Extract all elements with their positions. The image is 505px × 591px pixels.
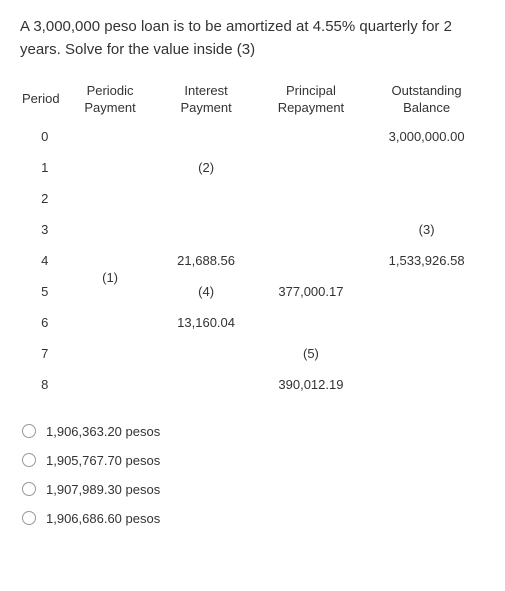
radio-icon[interactable] [22, 424, 36, 438]
cell-principal-repayment [254, 121, 369, 152]
cell-interest-payment: 13,160.04 [159, 307, 254, 338]
cell-interest-payment [159, 369, 254, 400]
cell-interest-payment [159, 183, 254, 214]
cell-period: 3 [20, 214, 62, 245]
question-text: A 3,000,000 peso loan is to be amortized… [20, 16, 485, 61]
radio-icon[interactable] [22, 453, 36, 467]
cell-outstanding-balance [368, 369, 485, 400]
option-label: 1,906,363.20 pesos [46, 424, 160, 439]
cell-period: 1 [20, 152, 62, 183]
table-row: 2 [20, 183, 485, 214]
cell-principal-repayment: 377,000.17 [254, 276, 369, 307]
cell-principal-repayment: (5) [254, 338, 369, 369]
cell-periodic-payment [62, 338, 159, 369]
table-row: 8 390,012.19 [20, 369, 485, 400]
cell-period: 2 [20, 183, 62, 214]
cell-principal-repayment: 390,012.19 [254, 369, 369, 400]
cell-outstanding-balance [368, 183, 485, 214]
cell-period: 5 [20, 276, 62, 307]
header-outstanding-balance: Outstanding Balance [368, 79, 485, 121]
cell-period: 6 [20, 307, 62, 338]
table-row: 5(1)(4)377,000.17 [20, 276, 485, 307]
cell-principal-repayment [254, 245, 369, 276]
cell-outstanding-balance [368, 338, 485, 369]
cell-periodic-payment [62, 183, 159, 214]
table-row: 0 3,000,000.00 [20, 121, 485, 152]
cell-principal-repayment [254, 152, 369, 183]
cell-principal-repayment [254, 214, 369, 245]
cell-periodic-payment [62, 214, 159, 245]
amortization-table: Period Periodic Payment Interest Payment… [20, 79, 485, 400]
answer-option[interactable]: 1,907,989.30 pesos [22, 482, 485, 497]
cell-periodic-payment [62, 307, 159, 338]
header-interest-payment: Interest Payment [159, 79, 254, 121]
cell-periodic-payment [62, 369, 159, 400]
cell-periodic-payment [62, 121, 159, 152]
cell-principal-repayment [254, 307, 369, 338]
cell-period: 4 [20, 245, 62, 276]
cell-outstanding-balance: (3) [368, 214, 485, 245]
table-row: 6 13,160.04 [20, 307, 485, 338]
cell-interest-payment [159, 214, 254, 245]
cell-outstanding-balance: 3,000,000.00 [368, 121, 485, 152]
cell-outstanding-balance [368, 276, 485, 307]
header-periodic-payment: Periodic Payment [62, 79, 159, 121]
option-label: 1,906,686.60 pesos [46, 511, 160, 526]
cell-period: 7 [20, 338, 62, 369]
cell-principal-repayment [254, 183, 369, 214]
header-period: Period [20, 79, 62, 121]
option-label: 1,905,767.70 pesos [46, 453, 160, 468]
radio-icon[interactable] [22, 482, 36, 496]
answer-option[interactable]: 1,905,767.70 pesos [22, 453, 485, 468]
cell-outstanding-balance: 1,533,926.58 [368, 245, 485, 276]
table-row: 7 (5) [20, 338, 485, 369]
cell-outstanding-balance [368, 152, 485, 183]
cell-interest-payment: (2) [159, 152, 254, 183]
table-row: 1 (2) [20, 152, 485, 183]
table-row: 3 (3) [20, 214, 485, 245]
cell-periodic-payment: (1) [62, 262, 159, 293]
cell-period: 0 [20, 121, 62, 152]
option-label: 1,907,989.30 pesos [46, 482, 160, 497]
answer-option[interactable]: 1,906,686.60 pesos [22, 511, 485, 526]
cell-outstanding-balance [368, 307, 485, 338]
cell-period: 8 [20, 369, 62, 400]
answer-options: 1,906,363.20 pesos 1,905,767.70 pesos 1,90… [22, 424, 485, 526]
cell-interest-payment: 21,688.56 [159, 245, 254, 276]
radio-icon[interactable] [22, 511, 36, 525]
cell-periodic-payment [62, 152, 159, 183]
header-principal-repayment: Principal Repayment [254, 79, 369, 121]
cell-interest-payment: (4) [159, 276, 254, 307]
cell-interest-payment [159, 338, 254, 369]
answer-option[interactable]: 1,906,363.20 pesos [22, 424, 485, 439]
cell-interest-payment [159, 121, 254, 152]
